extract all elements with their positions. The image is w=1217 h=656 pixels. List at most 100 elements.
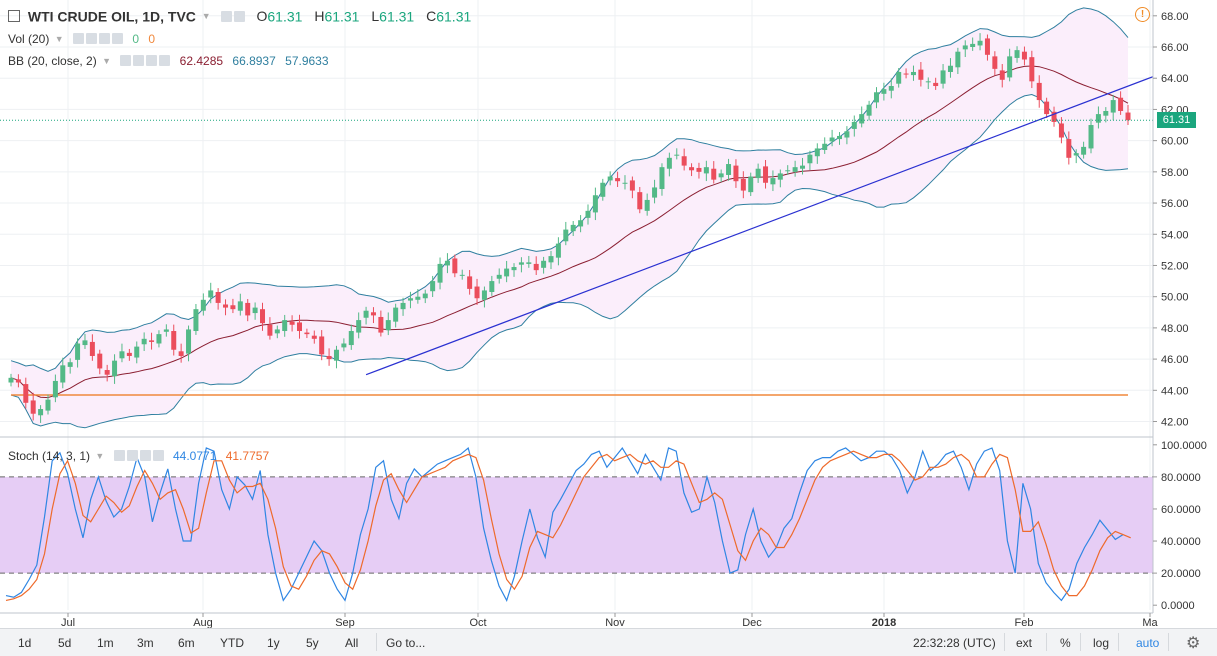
close-icon[interactable]: [159, 55, 171, 67]
bb-caret-icon[interactable]: ▼: [102, 55, 111, 66]
plus-icon[interactable]: [139, 450, 151, 462]
range-1d[interactable]: 1d: [18, 636, 32, 650]
candle: [955, 51, 961, 68]
candle: [999, 70, 1005, 80]
candle: [178, 351, 184, 356]
range-5y[interactable]: 5y: [306, 636, 319, 650]
low-label: L: [371, 8, 380, 25]
candle: [149, 340, 155, 342]
candle: [452, 258, 458, 274]
candle: [134, 346, 140, 358]
bottom-toolbar: 1d 5d 1m 3m 6m YTD 1y 5y All Go to... 22…: [0, 628, 1217, 656]
candle: [186, 329, 192, 354]
y-tick-label: 58.00: [1161, 167, 1189, 179]
x-tick-label: Aug: [193, 617, 213, 628]
settings-gear-icon[interactable]: ⚙: [1186, 635, 1201, 652]
candle: [615, 178, 621, 182]
symbol-title[interactable]: WTI CRUDE OIL, 1D, TVC: [27, 8, 196, 25]
gear-icon[interactable]: [126, 450, 138, 462]
candle: [726, 164, 732, 175]
candle: [481, 290, 487, 300]
chart-canvas[interactable]: 42.00 44.00 46.00 48.00 50.00 52.00 54.00 56.00…: [0, 0, 1217, 628]
candle: [8, 377, 14, 383]
candle: [437, 263, 443, 283]
candle: [925, 81, 931, 83]
stoch-y-tick-label: 100.0000: [1161, 440, 1207, 452]
volume-caret-icon[interactable]: ▼: [54, 33, 64, 44]
candle: [1095, 114, 1101, 123]
candle: [940, 70, 946, 84]
eye-icon[interactable]: [220, 10, 232, 22]
stoch-caret-icon[interactable]: ▼: [95, 450, 105, 461]
candle: [977, 40, 983, 46]
candle: [1007, 56, 1013, 78]
candle: [378, 316, 384, 333]
candle: [622, 182, 628, 184]
bb-middle-line: [10, 65, 1129, 399]
range-ytd[interactable]: YTD: [220, 636, 244, 650]
symbol-caret-icon[interactable]: ▼: [201, 11, 211, 22]
range-6m[interactable]: 6m: [178, 636, 195, 650]
candle: [903, 73, 909, 75]
gear-icon[interactable]: [133, 55, 145, 67]
candle: [489, 281, 495, 292]
stoch-label[interactable]: Stoch (14, 3, 1): [8, 448, 91, 463]
close-icon[interactable]: [152, 450, 164, 462]
range-all[interactable]: All: [345, 636, 359, 650]
candle: [356, 320, 362, 333]
stoch-d-line: [5, 450, 1131, 601]
candle: [496, 274, 502, 279]
candle: [467, 276, 473, 289]
bb-label[interactable]: BB (20, close, 2): [8, 53, 97, 68]
log-toggle[interactable]: log: [1093, 636, 1110, 650]
candle: [385, 320, 391, 331]
y-tick-label: 42.00: [1161, 417, 1189, 429]
percent-toggle[interactable]: %: [1060, 636, 1071, 650]
range-1y[interactable]: 1y: [267, 636, 280, 650]
eye-icon[interactable]: [113, 450, 125, 462]
range-1m[interactable]: 1m: [97, 636, 114, 650]
stochastic-pane[interactable]: [0, 436, 1153, 602]
ext-toggle[interactable]: ext: [1016, 636, 1033, 650]
candle: [933, 82, 939, 87]
candle: [97, 353, 103, 369]
plus-icon[interactable]: [98, 33, 110, 45]
candle: [230, 305, 236, 310]
volume-label[interactable]: Vol (20): [8, 31, 50, 46]
candle: [15, 379, 21, 383]
candle: [829, 137, 835, 142]
candle: [740, 178, 746, 191]
candle: [1021, 51, 1027, 60]
candle: [1081, 146, 1087, 155]
gear-icon[interactable]: [233, 10, 245, 22]
candle: [629, 180, 635, 191]
alert-icon[interactable]: !: [1135, 7, 1150, 22]
range-3m[interactable]: 3m: [137, 636, 154, 650]
plus-icon[interactable]: [146, 55, 158, 67]
candle: [992, 56, 998, 69]
candle: [504, 268, 510, 277]
goto-button[interactable]: Go to...: [386, 636, 426, 650]
candle: [82, 340, 88, 346]
candle: [75, 343, 81, 360]
candle: [407, 298, 413, 301]
candle: [104, 370, 110, 375]
eye-icon[interactable]: [120, 55, 132, 67]
candle: [267, 324, 273, 336]
toolbar-divider: [1046, 633, 1047, 651]
collapse-icon[interactable]: [8, 10, 20, 23]
candle: [652, 187, 658, 198]
close-icon[interactable]: [111, 33, 123, 45]
candle: [970, 43, 976, 48]
candle: [223, 304, 229, 308]
candle: [637, 192, 643, 210]
eye-icon[interactable]: [72, 33, 84, 45]
range-5d[interactable]: 5d: [58, 636, 72, 650]
candle: [666, 157, 672, 169]
gear-icon[interactable]: [85, 33, 97, 45]
candle: [881, 89, 887, 94]
toolbar-divider: [1080, 633, 1081, 651]
auto-toggle[interactable]: auto: [1136, 636, 1160, 650]
candle: [252, 307, 258, 314]
candle: [215, 292, 221, 303]
